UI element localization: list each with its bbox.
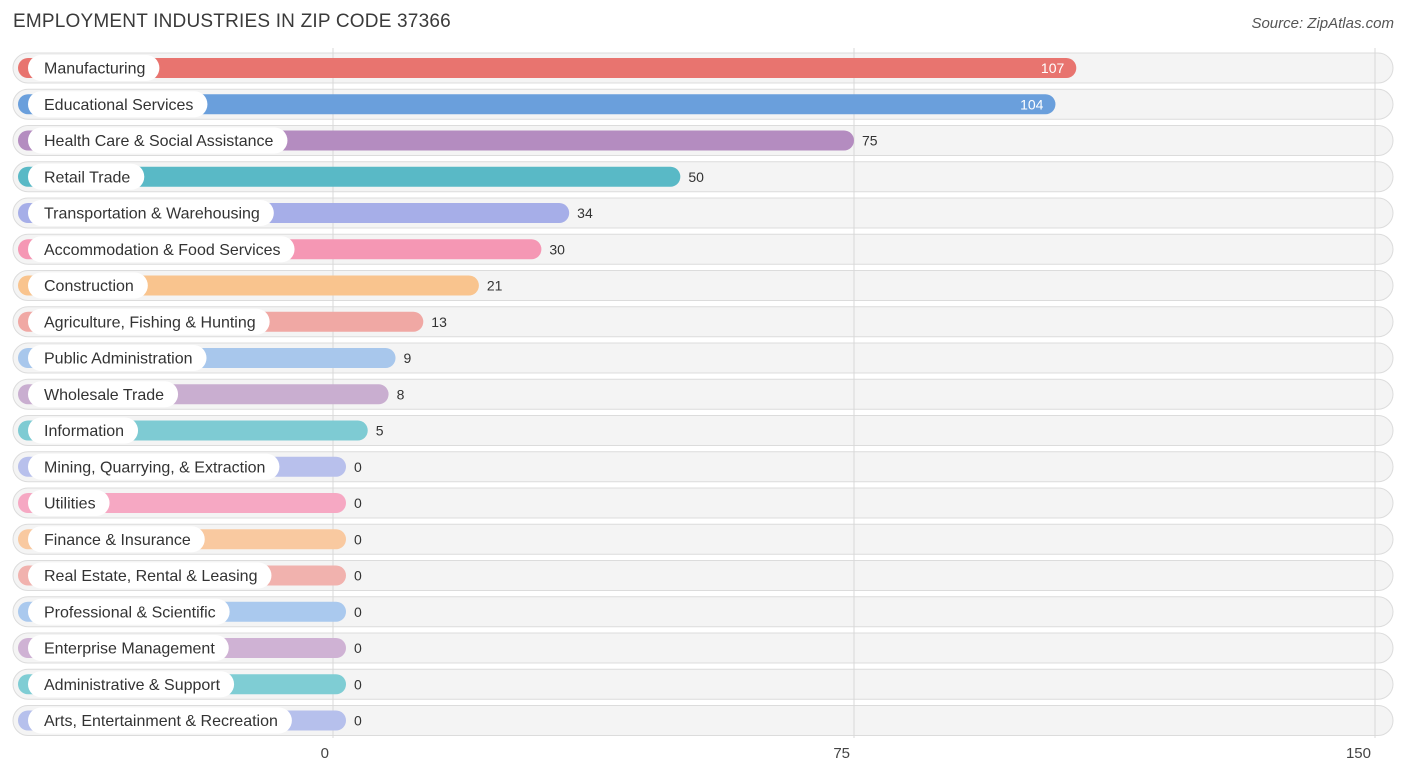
category-label-background xyxy=(28,707,292,734)
x-tick-label: 75 xyxy=(833,745,850,762)
category-label: Professional & Scientific xyxy=(44,604,216,621)
bar xyxy=(18,58,1077,78)
category-label-background xyxy=(28,345,207,371)
row-background xyxy=(12,560,1394,591)
category-label-background xyxy=(28,635,229,661)
row-background xyxy=(12,523,1394,555)
source-note: Source: ZipAtlas.com xyxy=(1251,15,1394,32)
value-label: 9 xyxy=(404,350,412,366)
category-label: Agriculture, Fishing & Hunting xyxy=(44,314,256,331)
category-label: Information xyxy=(44,423,124,440)
value-label: 0 xyxy=(354,459,362,475)
category-label: Enterprise Management xyxy=(44,641,215,658)
value-label: 0 xyxy=(354,531,362,547)
category-label: Finance & Insurance xyxy=(44,532,191,549)
category-label: Public Administration xyxy=(44,351,193,368)
category-label: Manufacturing xyxy=(44,61,145,78)
value-label: 13 xyxy=(431,314,447,330)
category-label-background xyxy=(28,308,270,335)
category-label-background xyxy=(28,200,274,226)
value-label: 0 xyxy=(354,604,362,620)
category-label: Wholesale Trade xyxy=(44,387,164,404)
category-label-background xyxy=(28,671,235,698)
value-label: 50 xyxy=(688,169,704,185)
value-label: 107 xyxy=(1041,60,1065,76)
bar xyxy=(18,94,1056,115)
row-background xyxy=(12,705,1394,736)
category-label-background xyxy=(28,127,288,154)
category-label-background xyxy=(28,562,272,589)
x-tick-label: 150 xyxy=(1346,745,1371,762)
value-label: 75 xyxy=(862,133,878,149)
row-background xyxy=(12,632,1394,664)
category-label-background xyxy=(28,163,145,190)
row-background xyxy=(12,487,1394,519)
category-label-background xyxy=(28,526,205,553)
category-label: Construction xyxy=(44,278,134,295)
value-label: 30 xyxy=(549,241,565,257)
value-label: 0 xyxy=(354,568,362,584)
category-label: Health Care & Social Assistance xyxy=(44,133,274,150)
value-label: 34 xyxy=(577,205,593,221)
value-label: 0 xyxy=(354,713,362,729)
category-label: Educational Services xyxy=(44,97,193,114)
value-label: 0 xyxy=(354,640,362,656)
category-label: Administrative & Support xyxy=(44,677,221,694)
value-label: 0 xyxy=(354,676,362,692)
category-label: Retail Trade xyxy=(44,169,130,186)
value-label: 5 xyxy=(376,423,384,439)
category-label-background xyxy=(28,55,160,81)
category-label-background xyxy=(28,453,280,480)
category-label-background xyxy=(28,490,110,516)
value-label: 104 xyxy=(1020,96,1044,112)
category-label: Transportation & Warehousing xyxy=(44,206,260,223)
category-label: Real Estate, Rental & Leasing xyxy=(44,568,257,585)
bars: Manufacturing 107 Educational Services 104 H… xyxy=(18,55,1077,734)
category-label-background xyxy=(28,236,295,263)
row-background xyxy=(12,451,1394,483)
category-label-background xyxy=(28,272,148,299)
value-label: 0 xyxy=(354,495,362,511)
value-label: 8 xyxy=(397,386,405,402)
x-axis-ticks: 0 75 150 xyxy=(321,745,1371,762)
category-label-background xyxy=(28,381,179,408)
row-background xyxy=(12,668,1394,700)
x-tick-label: 0 xyxy=(321,745,329,762)
bar xyxy=(18,166,681,187)
value-label: 21 xyxy=(487,278,503,294)
category-label: Accommodation & Food Services xyxy=(44,242,281,259)
category-label: Arts, Entertainment & Recreation xyxy=(44,713,278,730)
category-label-background xyxy=(28,417,139,444)
category-label: Mining, Quarrying, & Extraction xyxy=(44,459,265,476)
chart-title: EMPLOYMENT INDUSTRIES IN ZIP CODE 37366 xyxy=(13,11,451,32)
category-label-background xyxy=(28,91,208,118)
category-label: Utilities xyxy=(44,496,96,513)
category-label-background xyxy=(28,598,230,625)
row-background xyxy=(12,596,1394,628)
